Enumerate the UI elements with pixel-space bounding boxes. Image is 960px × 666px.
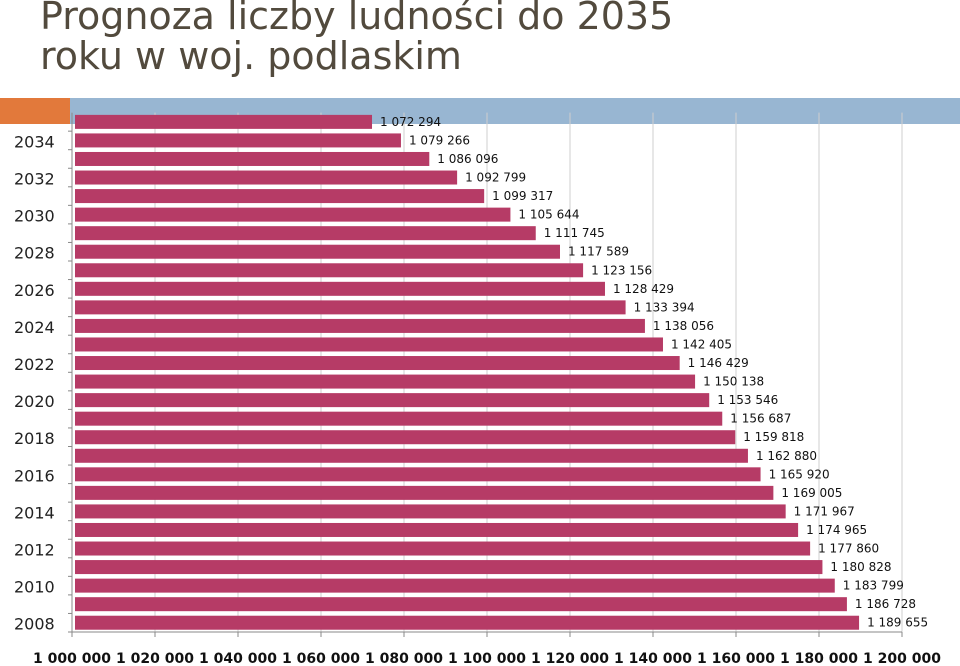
- category-label: 2014: [14, 503, 55, 522]
- bar: [75, 244, 560, 259]
- bar: [75, 597, 847, 612]
- x-tick-label: 1 080 000: [365, 651, 443, 666]
- bar: [75, 189, 485, 204]
- value-label: 1 138 056: [653, 319, 714, 333]
- category-label: 2012: [14, 541, 55, 560]
- bar: [75, 226, 536, 241]
- value-label: 1 133 394: [634, 300, 695, 314]
- category-label: 2010: [14, 578, 55, 597]
- x-tick-label: 1 160 000: [697, 651, 775, 666]
- value-label: 1 162 880: [756, 449, 817, 463]
- bar: [75, 318, 645, 333]
- value-label: 1 150 138: [703, 375, 764, 389]
- value-label: 1 156 687: [730, 412, 791, 426]
- bar: [75, 467, 761, 482]
- value-label: 1 111 745: [544, 226, 605, 240]
- bar: [75, 504, 786, 519]
- bar-layer: 1 189 655 1 186 728 1 183 799 1 180 828 1 17…: [75, 114, 928, 630]
- value-label: 1 169 005: [781, 486, 842, 500]
- x-tick-label: 1 180 000: [780, 651, 858, 666]
- value-label: 1 117 589: [568, 245, 629, 259]
- bar: [75, 485, 774, 500]
- axis-layer: 1 000 000 1 020 000 1 040 000 1 060 000 1 08…: [14, 112, 941, 666]
- category-label: 2032: [14, 170, 55, 189]
- x-tick-label: 1 000 000: [33, 651, 111, 666]
- value-label: 1 079 266: [409, 133, 470, 147]
- value-label: 1 189 655: [867, 616, 928, 630]
- title-line-1: Prognoza liczby ludności do 2035: [40, 0, 674, 38]
- title-line-2: roku w woj. podlaskim: [40, 34, 462, 78]
- bar: [75, 560, 823, 575]
- value-label: 1 183 799: [843, 579, 904, 593]
- bar: [75, 430, 736, 445]
- value-label: 1 171 967: [794, 504, 855, 518]
- value-label: 1 174 965: [806, 523, 867, 537]
- x-tick-label: 1 020 000: [116, 651, 194, 666]
- bar: [75, 578, 835, 593]
- bar: [75, 133, 401, 148]
- value-label: 1 142 405: [671, 337, 732, 351]
- bar: [75, 337, 663, 352]
- bar: [75, 522, 799, 537]
- value-label: 1 128 429: [613, 282, 674, 296]
- category-label: 2034: [14, 132, 55, 151]
- x-tick-label: 1 060 000: [282, 651, 360, 666]
- bar: [75, 541, 811, 556]
- value-label: 1 186 728: [855, 597, 916, 611]
- value-label: 1 105 644: [518, 208, 579, 222]
- x-tick-label: 1 200 000: [863, 651, 941, 666]
- category-label: 2022: [14, 355, 55, 374]
- value-label: 1 092 799: [465, 171, 526, 185]
- value-label: 1 177 860: [818, 542, 879, 556]
- accent-bar-orange: [0, 98, 70, 124]
- bar: [75, 448, 748, 463]
- bar: [75, 170, 458, 185]
- category-label: 2028: [14, 244, 55, 263]
- value-label: 1 086 096: [437, 152, 498, 166]
- bar: [75, 393, 710, 408]
- category-label: 2020: [14, 392, 55, 411]
- bar: [75, 300, 626, 315]
- value-label: 1 165 920: [769, 467, 830, 481]
- bar: [75, 151, 430, 166]
- x-tick-label: 1 040 000: [199, 651, 277, 666]
- value-label: 1 159 818: [743, 430, 804, 444]
- category-label: 2026: [14, 281, 55, 300]
- category-label: 2016: [14, 466, 55, 485]
- x-tick-label: 1 120 000: [531, 651, 609, 666]
- bar: [75, 114, 373, 129]
- value-label: 1 153 546: [717, 393, 778, 407]
- bar: [75, 263, 584, 278]
- bar: [75, 615, 860, 630]
- x-tick-label: 1 100 000: [448, 651, 526, 666]
- bar: [75, 356, 680, 371]
- x-tick-label: 1 140 000: [614, 651, 692, 666]
- bar: [75, 281, 605, 296]
- value-label: 1 072 294: [380, 115, 441, 129]
- value-label: 1 146 429: [688, 356, 749, 370]
- slide-title: Prognoza liczby ludności do 2035 roku w …: [40, 0, 940, 76]
- value-label: 1 180 828: [830, 560, 891, 574]
- bar: [75, 374, 696, 389]
- value-label: 1 123 156: [591, 263, 652, 277]
- bar: [75, 411, 723, 426]
- category-label: 2024: [14, 318, 55, 337]
- category-label: 2008: [14, 615, 55, 634]
- bar: [75, 207, 511, 222]
- category-label: 2030: [14, 207, 55, 226]
- category-label: 2018: [14, 429, 55, 448]
- value-label: 1 099 317: [492, 189, 553, 203]
